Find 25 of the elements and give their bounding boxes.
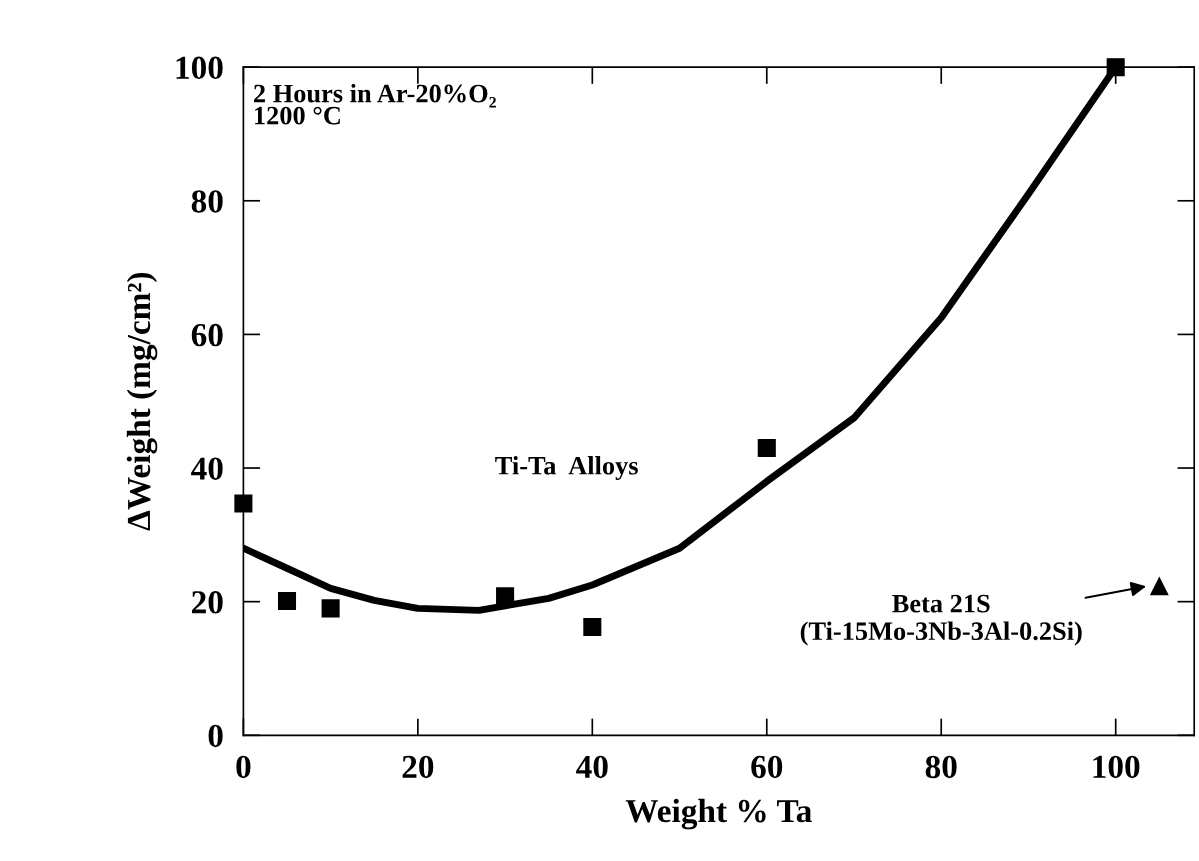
x-tick-label: 100 <box>1093 755 1140 779</box>
point <box>234 494 253 513</box>
y-axis-title: ΔWeight (mg/cm²) <box>126 272 158 531</box>
annotation: Ti-Ta Alloys <box>495 456 638 481</box>
x-tick-label: 60 <box>751 755 783 779</box>
y-tick-label: 100 <box>176 56 223 80</box>
x-tick-label: 20 <box>402 755 434 779</box>
x-tick-label: 0 <box>236 755 251 779</box>
y-tick-label: 80 <box>191 190 223 213</box>
point <box>757 438 776 458</box>
y-tick-label: 60 <box>191 323 223 347</box>
annotation: Beta 21S (Ti-15Mo-3Nb-3Al-0.2Si) <box>800 594 1082 646</box>
point <box>277 591 297 611</box>
x-tick-label: 80 <box>925 755 957 779</box>
point <box>1150 577 1169 596</box>
point <box>583 618 602 637</box>
x-axis-title: Weight % Ta <box>625 798 812 830</box>
y-tick-label: 20 <box>192 591 223 614</box>
y-tick-label: 40 <box>191 457 223 480</box>
annotation: 2 Hours in Ar-20%O₂ 1200 °C <box>254 83 496 125</box>
point <box>1106 58 1125 77</box>
y-tick-label: 0 <box>208 724 223 748</box>
point <box>321 599 340 618</box>
point <box>496 587 515 606</box>
x-tick-label: 40 <box>576 755 608 779</box>
